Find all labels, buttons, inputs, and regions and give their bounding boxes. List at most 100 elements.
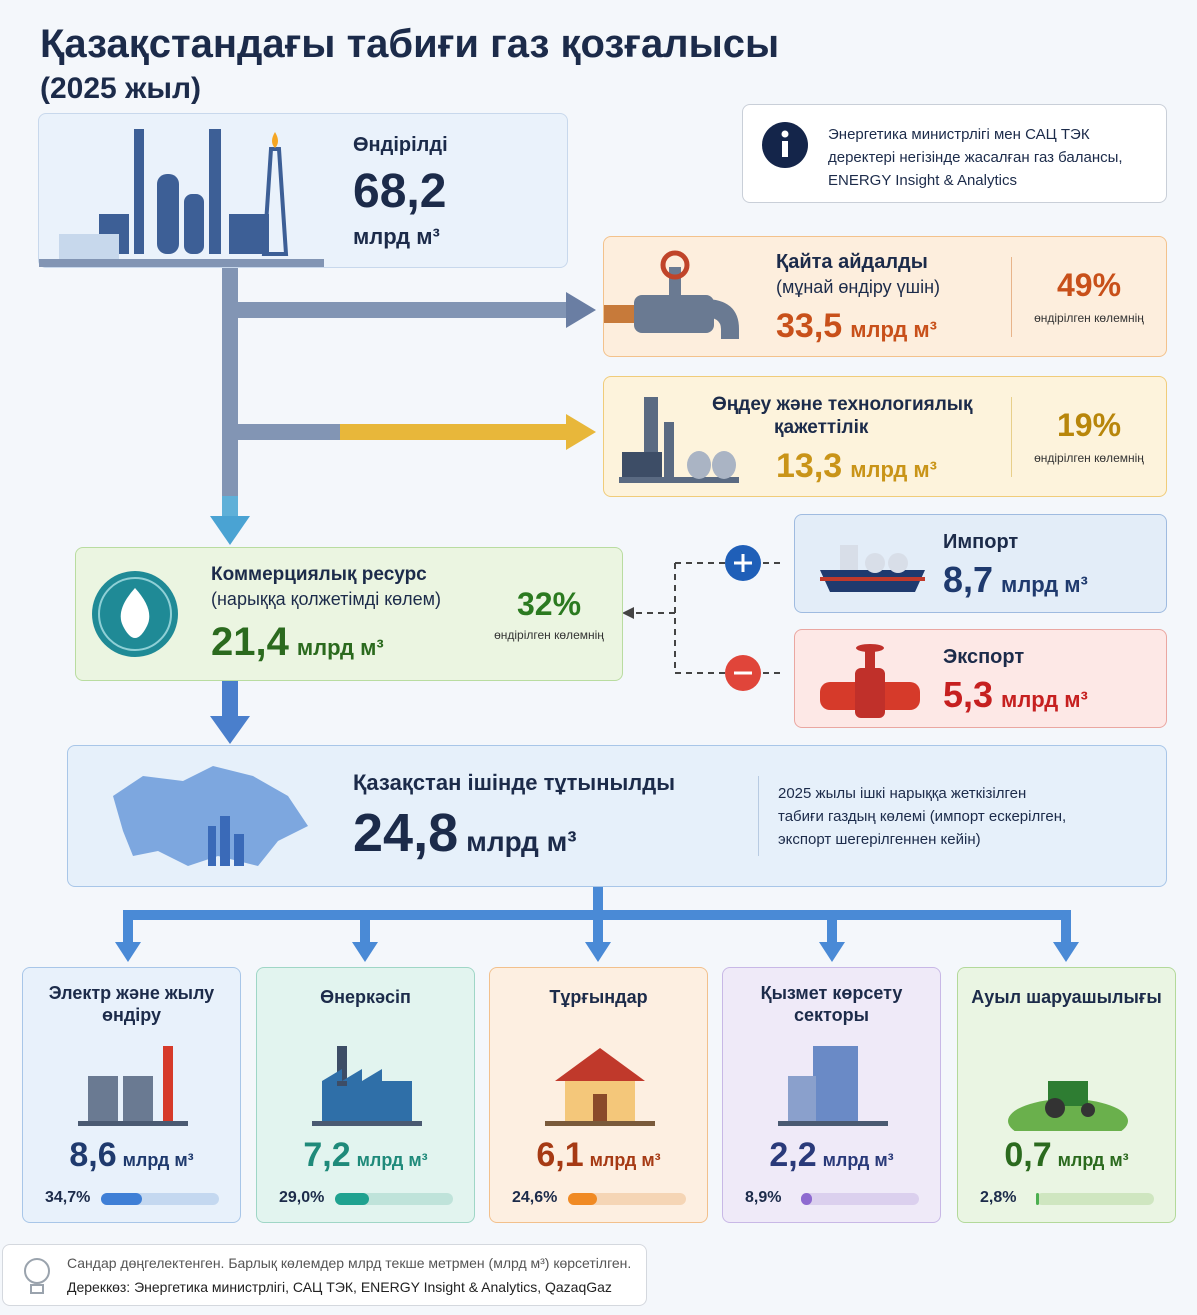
name-line: Электр және жылу: [48, 983, 215, 1003]
commercial-label: Коммерциялық ресурс: [211, 564, 427, 585]
unit: млрд м³: [353, 224, 440, 249]
share-track: [568, 1193, 686, 1205]
share-label: 2,8%: [980, 1189, 1017, 1206]
share-bar: [568, 1193, 598, 1205]
value: 0,7: [1004, 1136, 1052, 1174]
share-bar: [335, 1193, 370, 1205]
unit: млрд м³: [1001, 687, 1088, 712]
value: 6,1: [536, 1136, 584, 1174]
commercial-share: 32%: [516, 586, 582, 622]
sector-name: Тұрғындар: [490, 986, 707, 1008]
sector-name: Электр және жылу өндіру: [23, 982, 240, 1026]
bulb-icon: [24, 1258, 50, 1294]
value: 2,2: [769, 1136, 817, 1174]
plant-icon: [619, 397, 739, 483]
flame-icon: [92, 571, 178, 657]
processing-amount: 13,3 млрд м³: [776, 447, 937, 486]
description-line: экспорт шегерілгеннен кейін): [778, 831, 981, 848]
value: 21,4: [211, 620, 289, 664]
sector-card: Өнеркәсіп 7,2 млрд м³ 29,0%: [256, 967, 475, 1223]
info-line: ENERGY Insight & Analytics: [828, 172, 1017, 189]
unit: млрд м³: [296, 635, 384, 660]
share-label: 34,7%: [45, 1189, 91, 1206]
import-label: Импорт: [943, 531, 1019, 553]
sector-name: Қызмет көрсету секторы: [723, 982, 940, 1026]
reinjected-share: 49%: [1056, 267, 1122, 303]
plus: [734, 554, 752, 572]
map-icon: [113, 766, 308, 866]
value: 8,6: [69, 1136, 117, 1174]
trade-connectors: [630, 562, 785, 674]
unit: млрд м³: [356, 1150, 428, 1170]
share-bar: [101, 1193, 142, 1205]
domestic-box: Қазақстан ішінде тұтынылды 24,8 млрд м³ 2…: [67, 745, 1167, 887]
sector-icon: [545, 1048, 655, 1126]
title: Қазақстандағы табиғи газ қозғалысы: [40, 22, 780, 66]
reinjected-box: Қайта айдалды (мұнай өндіру үшін) 33,5 мл…: [603, 236, 1167, 357]
unit: млрд м³: [1001, 572, 1088, 597]
sector-amount: 2,2 млрд м³: [723, 1136, 940, 1175]
commercial-sublabel: (нарыққа қолжетімді көлем): [211, 589, 441, 609]
ship-icon: [820, 545, 925, 592]
refinery-icon: [39, 129, 324, 267]
info-icon: [762, 122, 808, 168]
name-line: Қызмет көрсету: [760, 983, 903, 1003]
distribution-arrows: [115, 887, 1079, 962]
domestic-label: Қазақстан ішінде тұтынылды: [353, 770, 676, 795]
domestic-description: 2025 жылы ішкі нарыққа жеткізілген табиғ…: [778, 782, 1066, 851]
share-bar: [1036, 1193, 1040, 1205]
production-label: Өндірілді: [353, 134, 448, 156]
unit: млрд м³: [589, 1150, 661, 1170]
export-label: Экспорт: [943, 646, 1025, 668]
valve-icon: [604, 250, 739, 339]
sector-card: Тұрғындар 6,1 млрд м³ 24,6%: [489, 967, 708, 1223]
unit: млрд м³: [1057, 1150, 1129, 1170]
name-line: өндіру: [101, 1005, 162, 1025]
export-valve-icon: [820, 644, 920, 718]
sector-amount: 6,1 млрд м³: [490, 1136, 707, 1175]
export-amount: 5,3 млрд м³: [943, 674, 1088, 716]
import-amount: 8,7 млрд м³: [943, 559, 1088, 601]
share-track: [335, 1193, 453, 1205]
share-note: өндірілген көлемнің: [1034, 451, 1144, 465]
export-box: Экспорт 5,3 млрд м³: [794, 629, 1167, 728]
sector-card: Электр және жылу өндіру 8,6 млрд м³ 34,7%: [22, 967, 241, 1223]
label-line: Өңдеу және технологиялық: [712, 394, 973, 415]
sector-icon: [78, 1046, 188, 1126]
value: 7,2: [303, 1136, 351, 1174]
sector-amount: 8,6 млрд м³: [23, 1136, 240, 1175]
subtitle: (2025 жыл): [40, 72, 202, 105]
name-line: Тұрғындар: [549, 987, 648, 1007]
pipes: [210, 262, 596, 744]
share-bar: [801, 1193, 812, 1205]
divider: [1011, 397, 1012, 477]
share-track: [1036, 1193, 1154, 1205]
value: 5,3: [943, 674, 994, 715]
share-track: [801, 1193, 919, 1205]
footer-note: Сандар дөңгелектенген. Барлық көлемдер м…: [67, 1255, 632, 1271]
production-value: 68,2: [353, 165, 447, 218]
commercial-amount: 21,4 млрд м³: [211, 620, 384, 665]
sector-amount: 7,2 млрд м³: [257, 1136, 474, 1175]
processing-label: Өңдеу және технологиялық қажеттілік: [712, 393, 973, 439]
arrow: [622, 607, 634, 619]
share-label: 24,6%: [512, 1189, 558, 1206]
sector-amount: 0,7 млрд м³: [958, 1136, 1175, 1175]
divider: [758, 776, 759, 856]
name-line: секторы: [794, 1005, 869, 1025]
processing-share: 19%: [1056, 407, 1122, 443]
info-line: Энергетика министрлігі мен САЦ ТЭК: [828, 126, 1090, 143]
value: 8,7: [943, 559, 994, 600]
value: 24,8: [353, 803, 459, 863]
production-box: Өндірілді 68,2 млрд м³: [38, 113, 568, 268]
sector-icon: [778, 1046, 888, 1126]
commercial-box: Коммерциялық ресурс (нарыққа қолжетімді …: [75, 547, 623, 681]
info-line: деректері негізінде жасалған газ балансы…: [828, 149, 1123, 166]
info-text: Энергетика министрлігі мен САЦ ТЭК дерек…: [828, 123, 1123, 192]
reinjected-amount: 33,5 млрд м³: [776, 307, 937, 346]
share-track: [101, 1193, 219, 1205]
description-line: табиғи газдың көлемі (импорт ескерілген,: [778, 808, 1067, 825]
description-line: 2025 жылы ішкі нарыққа жеткізілген: [778, 785, 1027, 802]
